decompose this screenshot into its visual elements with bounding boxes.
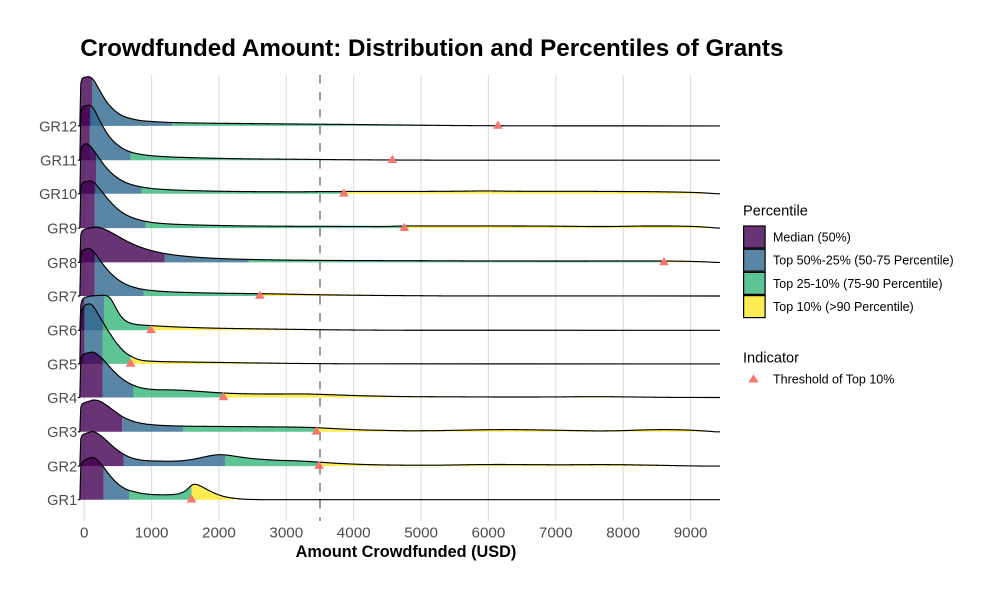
svg-text:Amount Crowdfunded (USD): Amount Crowdfunded (USD) <box>296 543 517 561</box>
svg-text:Top 25-10% (75-90 Percentile): Top 25-10% (75-90 Percentile) <box>773 277 943 291</box>
svg-text:GR8: GR8 <box>47 256 77 272</box>
svg-text:5000: 5000 <box>404 525 438 542</box>
svg-text:2000: 2000 <box>202 525 236 542</box>
svg-text:3000: 3000 <box>269 525 303 542</box>
svg-text:Top 10% (>90 Percentile): Top 10% (>90 Percentile) <box>773 300 914 314</box>
svg-text:GR5: GR5 <box>47 357 77 373</box>
svg-text:Top 50%-25% (50-75 Percentile): Top 50%-25% (50-75 Percentile) <box>773 254 954 268</box>
svg-text:Threshold of Top 10%: Threshold of Top 10% <box>773 372 894 386</box>
svg-text:8000: 8000 <box>606 525 640 542</box>
svg-text:GR6: GR6 <box>47 324 77 340</box>
svg-text:9000: 9000 <box>674 525 708 542</box>
svg-text:6000: 6000 <box>472 525 506 542</box>
svg-text:GR7: GR7 <box>47 289 77 305</box>
svg-text:Crowdfunded Amount: Distributi: Crowdfunded Amount: Distribution and Per… <box>80 35 783 62</box>
svg-text:GR4: GR4 <box>47 391 77 407</box>
svg-text:GR2: GR2 <box>47 460 77 476</box>
svg-text:1000: 1000 <box>135 525 169 542</box>
svg-text:GR1: GR1 <box>47 493 77 509</box>
svg-text:GR3: GR3 <box>47 425 77 441</box>
svg-text:GR12: GR12 <box>39 119 77 135</box>
svg-text:GR9: GR9 <box>47 222 77 238</box>
svg-text:7000: 7000 <box>539 525 573 542</box>
svg-text:4000: 4000 <box>337 525 371 542</box>
svg-text:0: 0 <box>80 525 88 542</box>
svg-text:Median (50%): Median (50%) <box>773 230 851 244</box>
svg-text:Percentile: Percentile <box>743 204 808 220</box>
svg-text:GR11: GR11 <box>40 154 77 170</box>
svg-text:Indicator: Indicator <box>743 351 799 367</box>
svg-text:GR10: GR10 <box>39 187 77 203</box>
